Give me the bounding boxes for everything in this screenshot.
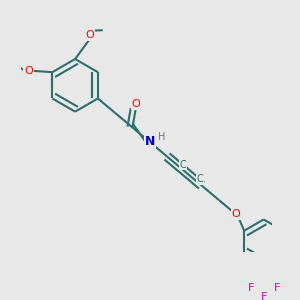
Text: H: H [158,133,165,142]
Text: C: C [180,160,186,170]
Text: F: F [248,284,254,293]
Text: O: O [86,30,94,40]
Text: O: O [24,66,33,76]
Text: N: N [145,136,155,148]
Text: F: F [260,292,267,300]
Text: O: O [132,100,141,110]
Text: F: F [274,284,280,293]
Text: O: O [232,209,241,220]
Text: C: C [197,174,204,184]
